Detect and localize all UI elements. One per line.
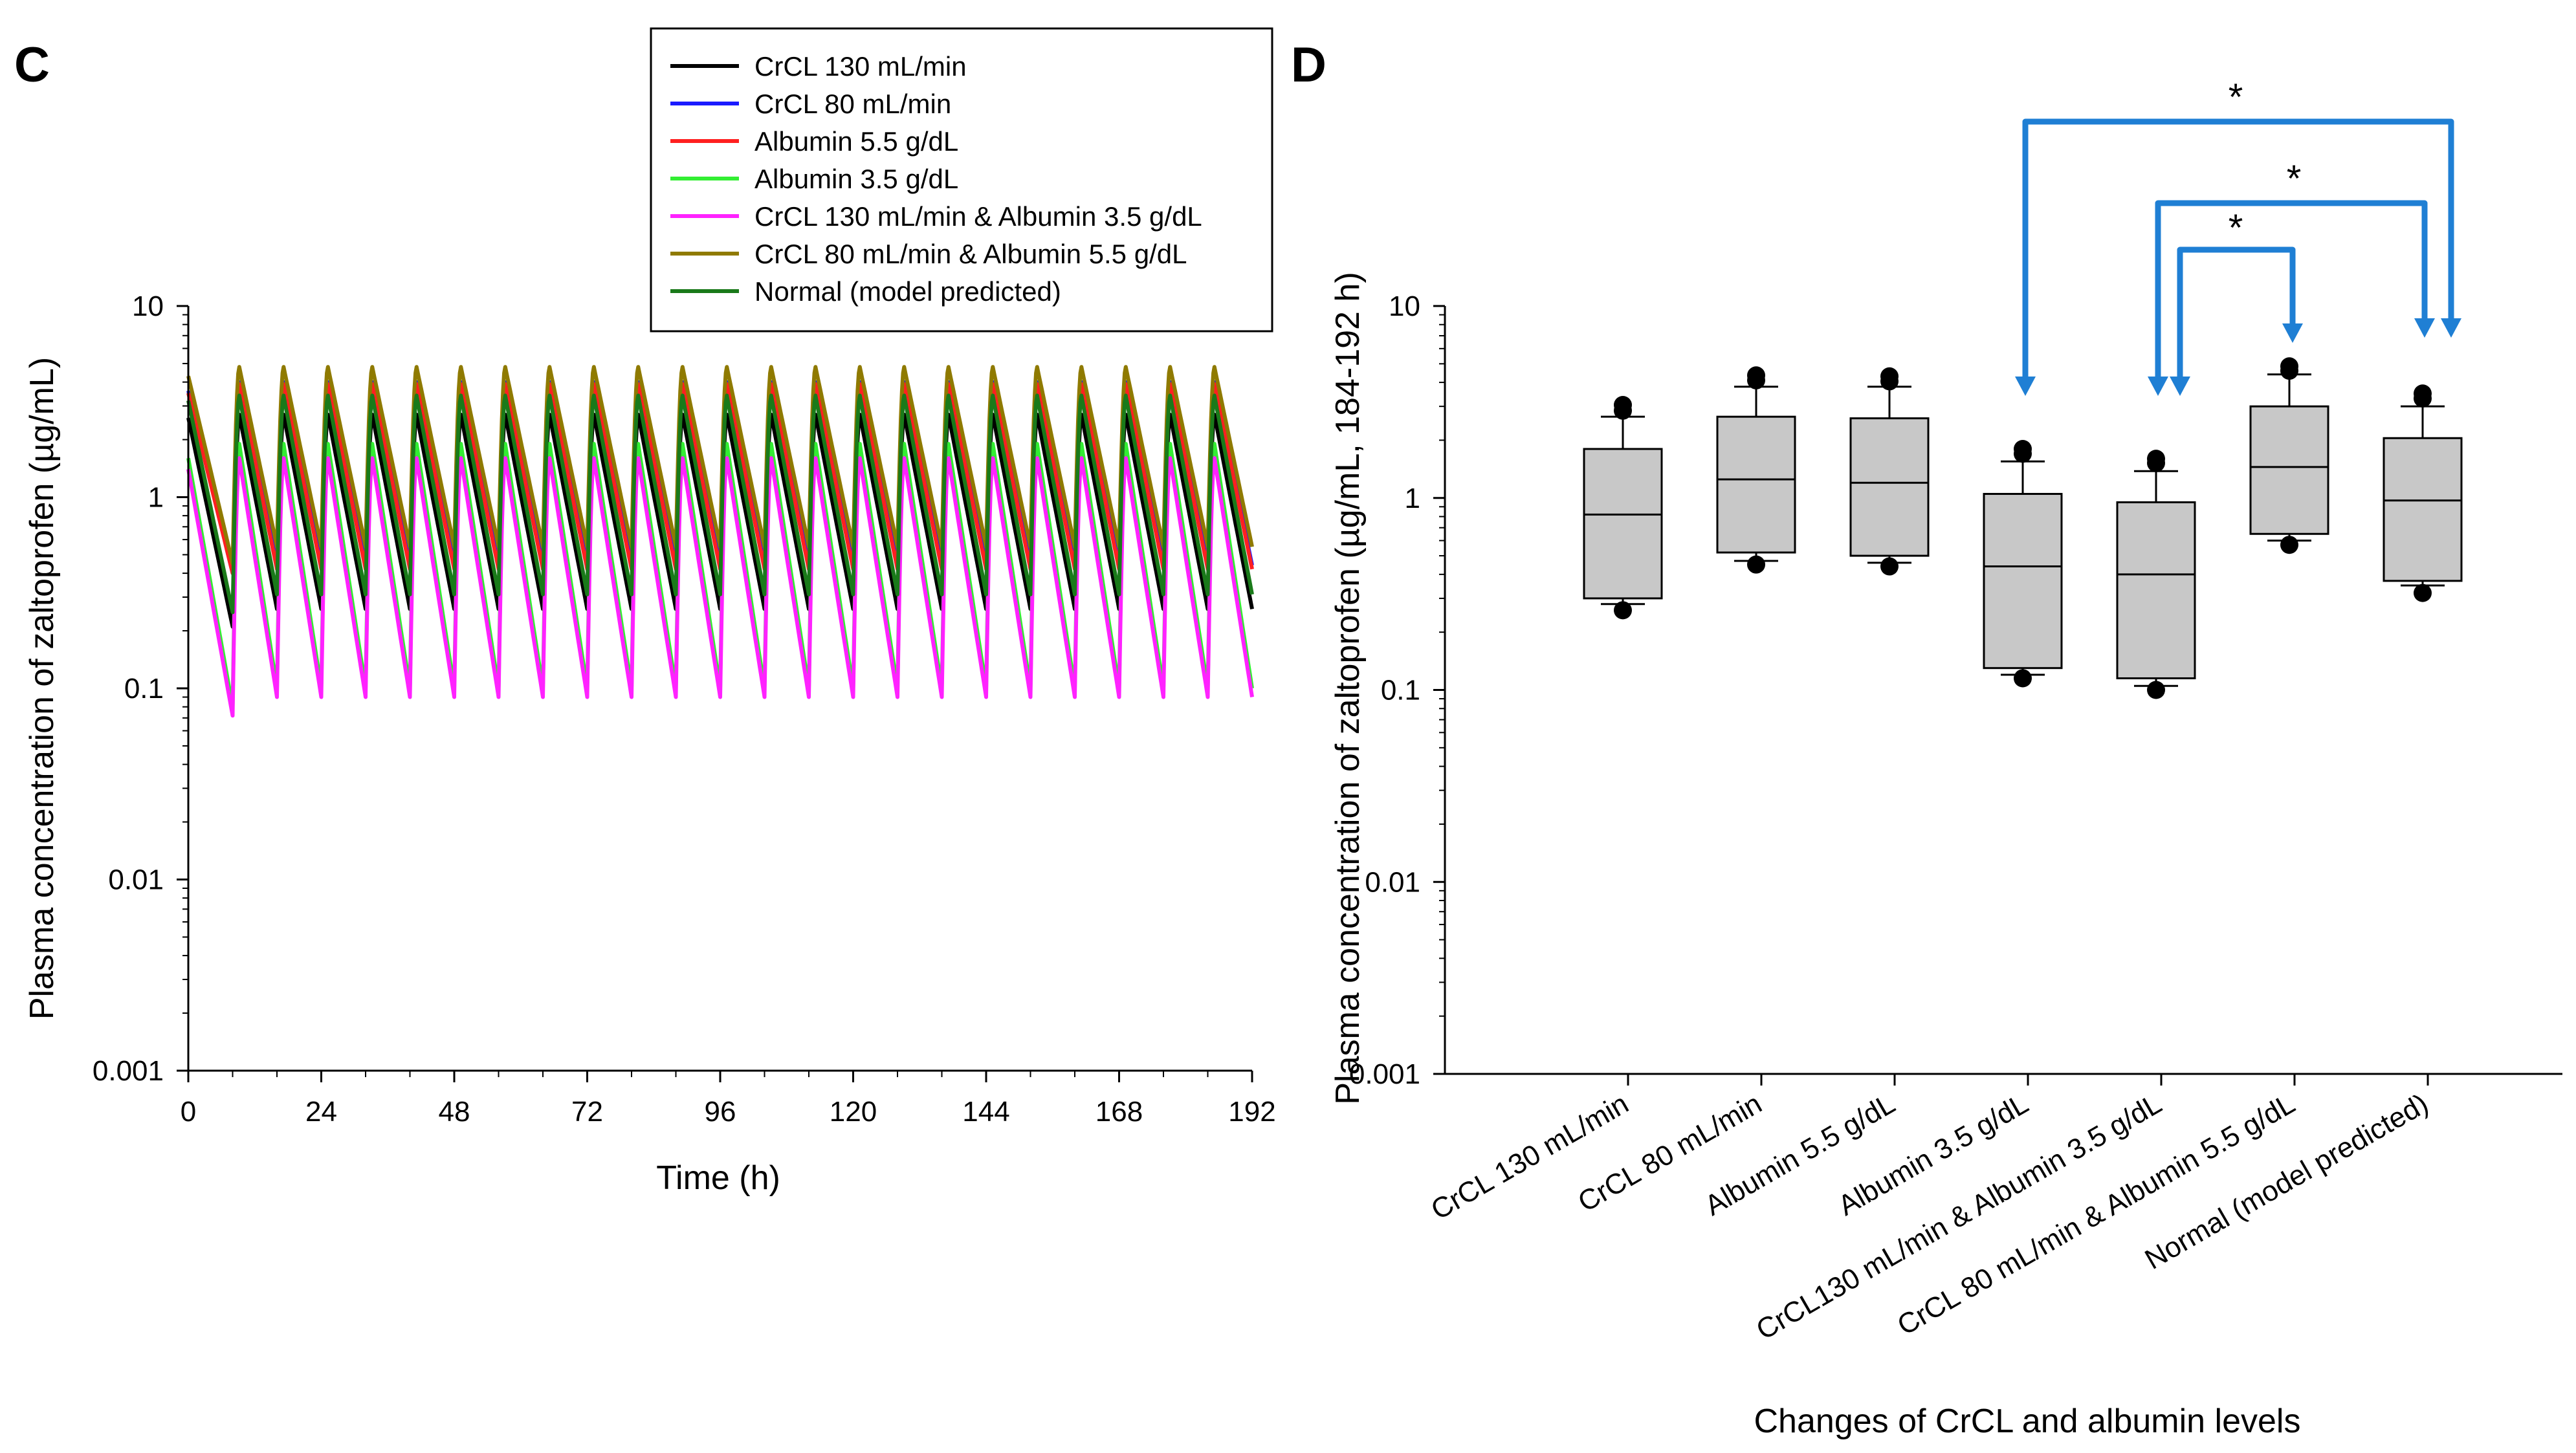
panel-d-box: [2249, 405, 2329, 535]
panel-d-box: [1716, 415, 1796, 554]
panel-d-y-tick-label: 0.01: [1365, 866, 1420, 898]
panel-c-x-tick-label: 144: [962, 1096, 1009, 1128]
panel-d-arrow-head: [2282, 323, 2303, 343]
panel-c-y-ticks: 0.001 0.01 0.1 1 10: [93, 290, 188, 1087]
panel-c-legend: CrCL 130 mL/min CrCL 80 mL/min Albumin 5.5…: [650, 27, 1273, 333]
panel-c-legend-label: CrCL 80 mL/min: [754, 89, 951, 119]
panel-d-outlier-point: [2014, 669, 2032, 688]
panel-d-box: [1983, 492, 2063, 670]
panel-d-x-axis-title: Changes of CrCL and albumin levels: [1754, 1403, 2301, 1440]
panel-label-c: C: [14, 38, 50, 93]
panel-c-legend-label: Normal (model predicted): [754, 276, 1061, 307]
panel-d-outlier-point: [1614, 396, 1632, 415]
panel-d-arrow-head: [2148, 377, 2168, 396]
panel-d-box-group: [2383, 384, 2463, 602]
panel-c-y-tick-label: 0.1: [124, 673, 164, 705]
panel-c-x-tick-label: 0: [181, 1096, 196, 1128]
panel-d-box-group: [1849, 367, 1930, 576]
panel-d-outlier-point: [2280, 536, 2298, 554]
panel-d-y-tick-label: 0.1: [1381, 675, 1420, 706]
panel-c-x-tick-label: 192: [1228, 1096, 1275, 1128]
panel-c-y-tick-label: 1: [148, 482, 164, 514]
panel-d-significance-star: *: [2229, 207, 2243, 249]
panel-c-series-line: [186, 393, 1254, 615]
panel-d-significance-bracket: *: [2177, 207, 2296, 378]
panel-d-box-group: [1716, 366, 1796, 574]
panel-c-legend-label: Albumin 5.5 g/dL: [754, 126, 958, 157]
panel-d-significance-brackets: * * *: [2015, 76, 2461, 396]
panel-d-y-tick-label: 10: [1389, 290, 1420, 322]
panel-d-y-axis-title: Plasma concentration of zaltoprofen (µg/…: [1329, 272, 1367, 1104]
panel-c-legend-box: [650, 27, 1273, 333]
panel-d-outlier-point: [1614, 601, 1632, 620]
panel-d-outlier-point: [1747, 555, 1765, 574]
panel-c-x-tick-label: 48: [439, 1096, 470, 1128]
panel-d-outlier-point: [1880, 367, 1899, 386]
panel-c-series-group: [186, 365, 1254, 718]
panel-d-box: [2116, 501, 2196, 679]
panel-c-y-tick-label: 0.01: [108, 864, 164, 896]
panel-d-y-ticks: 0.001 0.01 0.1 1 10: [1349, 290, 1445, 1090]
panel-d-outlier-point: [2014, 439, 2032, 458]
panel-d-arrow-head: [2441, 318, 2461, 338]
panel-c-legend-label: CrCL 130 mL/min: [754, 51, 967, 82]
panel-d-outlier-point: [2414, 384, 2432, 403]
panel-d-y-tick-label: 0.001: [1349, 1058, 1420, 1090]
panel-d-outlier-point: [2280, 357, 2298, 376]
panel-d-box: [2383, 437, 2463, 582]
panel-d-box-group: [1983, 439, 2063, 688]
panel-c-line-chart: 0.001 0.01 0.1 1 10 0 24 48 72 96 120 144 168 192 Ti…: [23, 27, 1276, 1197]
panel-d-bracket-line: [2177, 246, 2296, 378]
panel-d-boxes: [1583, 357, 2463, 699]
panel-d-significance-star: *: [2287, 158, 2302, 200]
panel-c-x-tick-label: 72: [571, 1096, 603, 1128]
panel-c-x-tick-label: 120: [830, 1096, 877, 1128]
panel-c-legend-label: CrCL 130 mL/min & Albumin 3.5 g/dL: [754, 201, 1202, 232]
panel-d-arrow-head: [2170, 377, 2190, 396]
panel-d-bracket-line: [2022, 118, 2454, 378]
panel-d-arrow-head: [2414, 318, 2435, 338]
panel-d-bracket-line: [2155, 200, 2428, 378]
panel-d-box: [1583, 448, 1663, 600]
panel-c-y-tick-label: 10: [132, 290, 164, 322]
panel-d-significance-bracket: *: [2155, 158, 2428, 378]
panel-c-x-ticks: 0 24 48 72 96 120 144 168 192: [181, 1071, 1276, 1128]
panel-d-outlier-point: [2147, 681, 2165, 699]
panel-d-outlier-point: [1747, 366, 1765, 385]
panel-d-y-tick-label: 1: [1405, 483, 1420, 514]
panel-d-box-group: [1583, 396, 1663, 620]
panel-d-box: [1849, 417, 1930, 557]
panel-c-x-tick-label: 24: [305, 1096, 337, 1128]
panel-c-x-axis-title: Time (h): [656, 1159, 780, 1197]
panel-d-outlier-point: [1880, 557, 1899, 576]
panel-label-d: D: [1291, 38, 1327, 93]
panel-d-box-group: [2249, 357, 2329, 554]
panel-d-box-group: [2116, 450, 2196, 699]
panel-d-arrow-head: [2015, 377, 2036, 396]
panel-c-legend-label: Albumin 3.5 g/dL: [754, 164, 958, 194]
panel-c-legend-label: CrCL 80 mL/min & Albumin 5.5 g/dL: [754, 239, 1187, 269]
panel-d-significance-star: *: [2229, 76, 2243, 118]
panel-c-y-tick-label: 0.001: [93, 1055, 164, 1087]
panel-d-outlier-point: [2414, 584, 2432, 602]
panel-d-significance-bracket: *: [2022, 76, 2454, 378]
panel-c-x-tick-label: 168: [1095, 1096, 1143, 1128]
panel-c-y-axis-title: Plasma concentration of zaltoprofen (µg/…: [23, 357, 61, 1020]
panel-c-x-tick-label: 96: [705, 1096, 736, 1128]
panel-d-outlier-point: [2147, 450, 2165, 468]
